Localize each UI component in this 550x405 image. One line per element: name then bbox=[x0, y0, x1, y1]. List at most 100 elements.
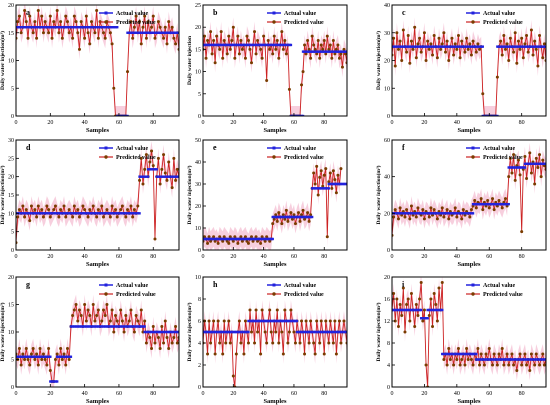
actual-point bbox=[539, 358, 543, 361]
predicted-point bbox=[287, 330, 291, 334]
y-axis-label: Daily water injection(m³) bbox=[186, 302, 193, 361]
x-tick-label: 20 bbox=[421, 391, 427, 397]
actual-point bbox=[270, 43, 273, 47]
actual-point bbox=[105, 26, 109, 29]
actual-point bbox=[61, 355, 64, 358]
actual-point bbox=[250, 237, 253, 241]
actual-point bbox=[146, 168, 150, 171]
x-tick-label: 20 bbox=[47, 391, 53, 397]
predicted-point bbox=[172, 36, 176, 40]
predicted-point bbox=[327, 180, 331, 184]
actual-point bbox=[413, 212, 416, 215]
y-tick-label: 15 bbox=[8, 31, 14, 37]
actual-point bbox=[143, 175, 146, 178]
actual-point bbox=[215, 237, 218, 241]
predicted-point bbox=[131, 215, 135, 219]
predicted-point bbox=[254, 308, 258, 312]
actual-point bbox=[395, 308, 399, 312]
predicted-point bbox=[239, 39, 243, 43]
actual-point bbox=[266, 237, 270, 241]
predicted-point bbox=[440, 206, 444, 210]
legend-label-actual: Actual value bbox=[284, 11, 317, 17]
actual-point bbox=[114, 212, 117, 215]
predicted-point bbox=[256, 39, 260, 43]
predicted-point bbox=[21, 352, 25, 356]
predicted-point bbox=[259, 352, 263, 356]
predicted-point bbox=[474, 50, 478, 54]
actual-point bbox=[203, 43, 206, 47]
panel-label: c bbox=[402, 8, 406, 17]
actual-point bbox=[160, 330, 164, 334]
predicted-point bbox=[23, 358, 27, 361]
actual-point bbox=[512, 45, 515, 48]
actual-point bbox=[515, 45, 519, 48]
actual-point bbox=[40, 212, 43, 215]
legend-label-predicted: Predicted value bbox=[116, 292, 156, 298]
predicted-point bbox=[307, 47, 311, 51]
actual-point bbox=[221, 237, 224, 241]
actual-point bbox=[129, 31, 133, 34]
actual-point bbox=[81, 325, 85, 328]
actual-point bbox=[49, 26, 52, 29]
actual-point bbox=[297, 215, 300, 219]
y-tick-label: 40 bbox=[384, 3, 390, 9]
x-tick-label: 40 bbox=[261, 120, 267, 126]
actual-point bbox=[244, 43, 247, 47]
predicted-point bbox=[455, 47, 459, 51]
x-tick-label: 0 bbox=[15, 254, 18, 260]
actual-point bbox=[441, 45, 444, 48]
actual-point bbox=[526, 45, 530, 48]
predicted-point bbox=[242, 352, 246, 356]
actual-point bbox=[136, 325, 140, 328]
x-tick-label: 0 bbox=[15, 391, 18, 397]
actual-point bbox=[216, 330, 220, 334]
predicted-point bbox=[445, 363, 449, 367]
predicted-point bbox=[71, 314, 75, 317]
actual-point bbox=[57, 26, 61, 29]
predicted-point bbox=[331, 39, 335, 43]
actual-point bbox=[250, 319, 253, 323]
predicted-point bbox=[465, 347, 469, 350]
actual-point bbox=[131, 31, 134, 34]
actual-point bbox=[104, 325, 107, 328]
actual-point bbox=[398, 45, 402, 48]
predicted-point bbox=[419, 281, 423, 284]
actual-point bbox=[18, 26, 21, 29]
predicted-point bbox=[528, 151, 532, 155]
actual-point bbox=[344, 182, 347, 186]
actual-point bbox=[210, 43, 214, 47]
predicted-point bbox=[525, 363, 529, 367]
predicted-point bbox=[315, 164, 319, 168]
predicted-point bbox=[167, 160, 171, 164]
actual-point bbox=[523, 162, 527, 166]
predicted-point bbox=[318, 341, 322, 345]
actual-point bbox=[402, 45, 405, 48]
predicted-point bbox=[138, 20, 142, 24]
actual-point bbox=[282, 319, 285, 323]
actual-point bbox=[528, 162, 531, 166]
actual-point bbox=[471, 352, 475, 356]
actual-point bbox=[394, 308, 397, 312]
actual-point bbox=[458, 212, 462, 215]
predicted-point bbox=[434, 303, 438, 306]
actual-point bbox=[50, 380, 54, 383]
actual-point bbox=[126, 114, 129, 116]
actual-point bbox=[411, 308, 415, 312]
actual-point bbox=[520, 358, 523, 361]
actual-point bbox=[431, 212, 434, 215]
predicted-point bbox=[254, 235, 258, 239]
predicted-point bbox=[432, 292, 436, 295]
actual-point bbox=[441, 352, 444, 356]
actual-point bbox=[318, 50, 321, 53]
actual-point bbox=[174, 31, 177, 34]
predicted-point bbox=[513, 178, 517, 182]
predicted-point bbox=[43, 358, 47, 361]
predicted-point bbox=[469, 53, 473, 57]
actual-point bbox=[116, 212, 119, 215]
actual-point bbox=[140, 325, 143, 328]
predicted-point bbox=[523, 155, 527, 158]
actual-point bbox=[502, 358, 506, 361]
actual-point bbox=[47, 26, 50, 29]
